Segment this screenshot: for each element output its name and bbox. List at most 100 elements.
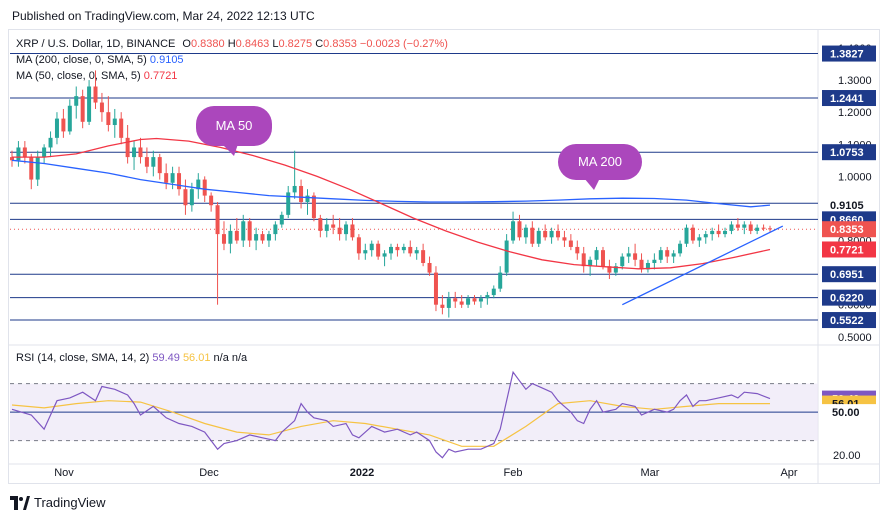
rsi-tag-label: 50.00: [832, 407, 860, 419]
tradingview-logo-icon: [10, 495, 30, 510]
candle-down: [119, 118, 124, 138]
close-value: 0.8353: [323, 38, 357, 50]
candle-down: [247, 221, 252, 241]
candle-down: [350, 224, 355, 238]
candle-down: [61, 118, 66, 132]
price-tag-bg: [822, 90, 876, 107]
candle-down: [80, 96, 85, 122]
candle-down: [761, 227, 766, 229]
candle-up: [35, 157, 40, 180]
candle-up: [16, 147, 21, 161]
high-label: H: [227, 38, 236, 50]
candle-down: [433, 272, 438, 305]
price-tag-label: 0.8353: [830, 224, 864, 236]
candle-down: [408, 246, 413, 254]
candle-up: [132, 147, 137, 158]
price-tag-label: 1.3827: [830, 49, 864, 61]
candle-up: [196, 179, 201, 190]
candle-up: [723, 230, 728, 235]
candle-up: [498, 272, 503, 289]
candle-down: [356, 237, 361, 254]
candle-down: [260, 234, 265, 241]
price-tag-label: 1.2441: [830, 93, 864, 105]
price-tag-label: 0.5522: [830, 315, 864, 327]
candle-down: [427, 262, 432, 273]
rsi-line: [11, 370, 771, 459]
candle-up: [729, 224, 734, 231]
candle-up: [42, 147, 47, 158]
candle-down: [93, 86, 98, 103]
candle-down: [311, 195, 316, 219]
price-tick-label: 1.3000: [838, 75, 872, 87]
ma200-value: 0.9105: [149, 54, 184, 66]
candle-up: [369, 243, 374, 251]
candle-down: [556, 230, 561, 238]
candle-down: [575, 246, 580, 254]
candle-up: [189, 189, 194, 206]
candle-down: [177, 173, 182, 190]
price-tag-bg: [822, 221, 876, 238]
candle-up: [87, 86, 92, 122]
candle-up: [389, 246, 393, 254]
candle-down: [453, 298, 458, 302]
footer-brand: TradingView: [34, 495, 106, 510]
time-tick-label: 2022: [350, 467, 374, 479]
ma200-callout-tail: [584, 178, 600, 190]
candle-down: [690, 227, 695, 241]
candle-down: [144, 157, 149, 167]
low-label: L: [272, 38, 279, 50]
candle-down: [543, 230, 548, 238]
low-value: 0.8275: [278, 38, 313, 50]
candle-up: [504, 240, 509, 273]
candle-down: [472, 298, 477, 302]
ma50-label: MA (50, close, 0, SMA, 5): [16, 70, 141, 82]
candle-up: [671, 253, 676, 257]
price-tag-bg: [822, 197, 876, 214]
candle-up: [658, 250, 663, 260]
price-tick-label: 1.2000: [838, 107, 872, 119]
price-tag-bg: [822, 266, 876, 283]
rsi-ma-value: 56.01: [182, 352, 211, 364]
candle-down: [735, 224, 740, 228]
candle-down: [234, 230, 239, 241]
candle-down: [665, 250, 670, 257]
candle-up: [74, 96, 79, 106]
candle-up: [266, 234, 271, 241]
candle-up: [613, 266, 618, 273]
high-value: 0.8463: [235, 38, 270, 50]
candle-up: [491, 288, 496, 296]
price-tag-bg: [822, 144, 876, 161]
candle-down: [600, 250, 605, 267]
candle-up: [228, 230, 233, 244]
rsi-value: 59.49: [152, 352, 180, 364]
candle-up: [48, 137, 53, 148]
candle-up: [466, 298, 471, 305]
published-header: Published on TradingView.com, Mar 24, 20…: [12, 9, 315, 23]
ma200-callout: MA 200: [558, 144, 642, 180]
candle-down: [299, 185, 304, 203]
candle-down: [215, 205, 220, 235]
candle-down: [568, 240, 573, 247]
footer[interactable]: TradingView: [10, 495, 106, 510]
candle-up: [401, 246, 406, 251]
candle-up: [446, 298, 451, 308]
candle-down: [209, 195, 214, 206]
price-tag-label: 0.6951: [830, 269, 864, 281]
close-label: C: [315, 38, 324, 50]
candle-up: [170, 173, 175, 183]
rsi-legend: RSI (14, close, SMA, 14, 2) 59.49 56.01 …: [16, 352, 247, 364]
candle-up: [344, 224, 349, 235]
chart-frame[interactable]: [8, 29, 880, 484]
ma50-value: 0.7721: [143, 70, 178, 82]
ma50-callout-tail: [222, 144, 238, 156]
candle-down: [183, 189, 188, 206]
candle-down: [22, 147, 27, 158]
symbol-label: XRP / U.S. Dollar, 1D, BINANCE: [16, 38, 176, 50]
rsi-label: RSI (14, close, SMA, 14, 2): [16, 352, 150, 364]
price-tag-label: 0.6220: [830, 293, 864, 305]
price-tag-bg: [822, 289, 876, 306]
candle-down: [318, 218, 323, 231]
rsi-na: n/a n/a: [213, 352, 248, 364]
change-value: −0.0023 (−0.27%): [359, 38, 448, 50]
